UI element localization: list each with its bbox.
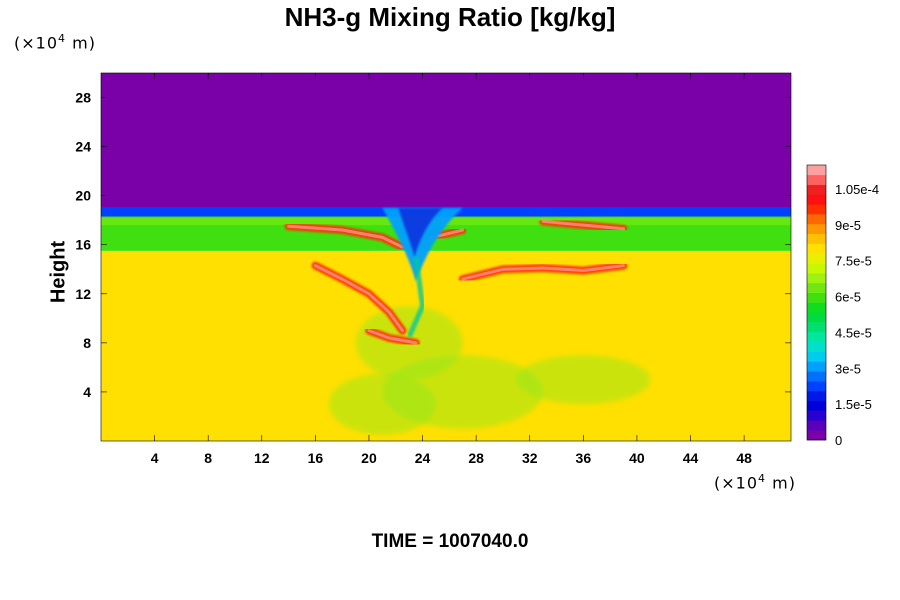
colorbar-swatch	[807, 351, 826, 362]
colorbar-swatch	[807, 390, 826, 402]
x-tick-label: 28	[468, 450, 484, 466]
colorbar-swatch	[807, 174, 826, 185]
central-plume-core	[398, 207, 443, 257]
y-tick-label: 16	[75, 237, 91, 253]
y-tick-label: 4	[83, 384, 91, 400]
y-unit-label: (×104 m)	[14, 32, 96, 53]
x-tick-label: 48	[736, 450, 752, 466]
colorbar-swatch	[807, 312, 826, 323]
plot-frame	[100, 72, 792, 442]
colorbar-swatch	[807, 204, 826, 215]
lower-plume-shade	[328, 373, 436, 435]
x-axis-ticks: 4 8 12 16 20 24 28 32 36 40 44 48	[151, 73, 752, 466]
x-tick-label: 44	[683, 450, 699, 466]
y-tick-label: 28	[75, 90, 91, 106]
lower-plume-shade	[516, 355, 651, 405]
red-arm-core	[367, 329, 418, 345]
y-axis-ticks: 4 8 12 16 20 24 28	[75, 90, 791, 400]
colorbar-swatch	[807, 302, 826, 313]
x-tick-label: 32	[522, 450, 538, 466]
red-arm-core	[287, 224, 404, 249]
x-tick-label: 8	[204, 450, 212, 466]
y-tick-label: 24	[75, 139, 91, 155]
colorbar-swatch	[807, 331, 826, 343]
colorbar-frame	[806, 164, 827, 441]
colorbar-swatch	[807, 165, 826, 176]
colorbar-swatch	[807, 341, 826, 352]
x-tick-label: 40	[629, 450, 645, 466]
y-tick-label: 20	[75, 188, 91, 204]
x-tick-label: 36	[576, 450, 592, 466]
x-tick-label: 16	[308, 450, 324, 466]
mixing-ratio-field	[101, 73, 791, 441]
colorbar-swatch	[807, 223, 826, 235]
colorbar-swatch	[807, 263, 826, 274]
colorbar-tick-label: 3e-5	[835, 361, 861, 376]
colorbar-swatch	[807, 371, 826, 382]
colorbar-tick-label: 9e-5	[835, 218, 861, 233]
colorbar-swatch	[807, 381, 826, 392]
colorbar-swatch	[807, 322, 826, 333]
colorbar-tick-label: 0	[835, 433, 842, 448]
colorbar-swatch	[807, 184, 826, 195]
colorbar-swatch	[807, 253, 826, 264]
colorbar-swatch	[807, 430, 826, 441]
red-arm-core	[461, 264, 625, 281]
x-tick-label: 12	[254, 450, 270, 466]
colorbar-tick-label: 4.5e-5	[835, 325, 872, 340]
colorbar-swatch	[807, 282, 826, 293]
colorbar-swatch	[807, 194, 826, 205]
x-tick-label: 24	[415, 450, 431, 466]
colorbar-swatch	[807, 400, 826, 411]
colorbar-swatch	[807, 233, 826, 244]
x-unit-label: (×104 m)	[714, 472, 796, 493]
y-tick-label: 12	[75, 286, 91, 302]
colorbar-tick-label: 7.5e-5	[835, 254, 872, 269]
colorbar-tick-label: 6e-5	[835, 290, 861, 305]
colorbar-swatch	[807, 361, 826, 372]
colorbar-swatch	[807, 214, 826, 225]
chart-title: NH3-g Mixing Ratio [kg/kg]	[284, 2, 616, 32]
central-plume	[382, 207, 463, 282]
colorbar-tick-label: 1.05e-4	[835, 182, 879, 197]
central-plume-stem	[406, 256, 426, 338]
y-tick-label: 8	[83, 335, 91, 351]
colorbar-swatch	[807, 410, 826, 421]
region-upper-layer	[101, 73, 791, 208]
colorbar-tick-label: 1.5e-5	[835, 397, 872, 412]
x-tick-label: 20	[361, 450, 377, 466]
colorbar-swatch	[807, 420, 826, 431]
red-arm-core	[313, 264, 404, 333]
colorbar: 0 1.5e-5 3e-5 4.5e-5 6e-5 7.5e-5 9e-5 1.05e-4	[806, 164, 879, 448]
time-label: TIME = 1007040.0	[371, 531, 529, 552]
x-tick-label: 4	[151, 450, 159, 466]
colorbar-swatch	[807, 243, 826, 254]
red-arm-core	[541, 219, 625, 231]
colorbar-swatch	[807, 273, 826, 284]
colorbar-swatch	[807, 292, 826, 303]
